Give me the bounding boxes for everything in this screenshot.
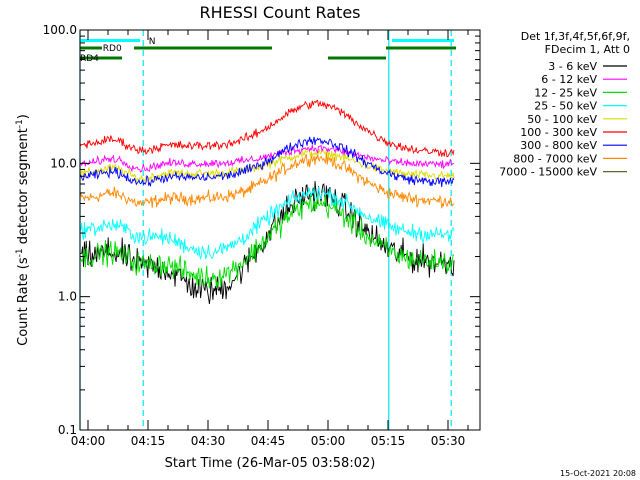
night-flag-bar (392, 39, 454, 42)
rd0-flag-bar (134, 46, 272, 50)
series-12-25-keV-line (79, 193, 455, 289)
x-tick-label: 04:45 (251, 434, 286, 448)
series-300-800-keV-line (79, 136, 455, 188)
axes: 0.1 1.0 10.0 100.0 04:00 04:15 04:30 04:45 05:00… (43, 23, 480, 448)
rd4-flag-bar (80, 56, 122, 60)
y-tick-label: 10.0 (50, 156, 77, 170)
rd0-flag-bar (386, 46, 456, 50)
series-3-6-keV-line (79, 181, 455, 305)
legend-entry-label: 50 - 100 keV (527, 113, 597, 126)
x-tick-label: 05:00 (311, 434, 346, 448)
y-tick-label: 0.1 (58, 423, 77, 437)
x-tick-label: 04:00 (71, 434, 106, 448)
series-25-50-keV-line (79, 186, 455, 261)
x-axis-label: Start Time (26-Mar-05 03:58:02) (165, 456, 376, 471)
rd4-flag-label: RD4 (80, 54, 99, 64)
legend-entry-label: 800 - 7000 keV (513, 152, 597, 165)
series-6-12-keV-line (79, 144, 455, 173)
y-tick-label: 100.0 (43, 23, 77, 37)
plot-frame (79, 29, 481, 431)
data-layer: N RD0 RD4 (79, 30, 456, 430)
legend-entry-label: 300 - 800 keV (520, 139, 597, 152)
x-tick-label: 05:30 (431, 434, 466, 448)
legend-entry-label: 12 - 25 keV (534, 86, 597, 99)
x-tick-label: 05:15 (371, 434, 406, 448)
legend-header-line2: FDecim 1, Att 0 (545, 43, 630, 56)
x-tick-label: 04:30 (191, 434, 226, 448)
legend-entry-label: 6 - 12 keV (541, 73, 597, 86)
legend-entry-label: 100 - 300 keV (520, 126, 597, 139)
series-100-300-keV-line (79, 99, 455, 158)
rd0-flag-bar (328, 56, 386, 60)
legend: Det 1f,3f,4f,5f,6f,9f, FDecim 1, Att 0 3… (499, 30, 630, 179)
legend-header-line1: Det 1f,3f,4f,5f,6f,9f, (521, 30, 630, 43)
rd0-flag-bar (80, 46, 102, 50)
series-800-7000-keV-line (79, 152, 455, 209)
legend-entry-label: 7000 - 15000 keV (499, 166, 597, 179)
legend-entry-label: 3 - 6 keV (548, 60, 597, 73)
chart-title: RHESSI Count Rates (200, 3, 361, 22)
legend-entry-label: 25 - 50 keV (534, 100, 597, 113)
y-axis-label: Count Rate (s-1 detector segment-1) (15, 114, 31, 346)
y-tick-label: 1.0 (58, 290, 77, 304)
rd0-flag-label: RD0 (103, 44, 122, 54)
timestamp: 15-Oct-2021 20:08 (560, 469, 636, 478)
x-tick-label: 04:15 (131, 434, 166, 448)
night-flag-label: N (149, 37, 156, 47)
night-flag-bar (80, 39, 140, 42)
series-50-100-keV-line (79, 148, 455, 184)
